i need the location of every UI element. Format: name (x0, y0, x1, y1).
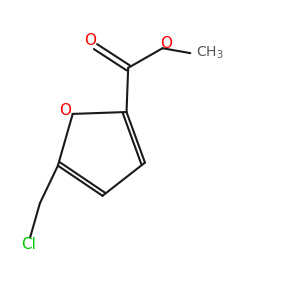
Text: O: O (160, 36, 172, 51)
Text: Cl: Cl (21, 237, 36, 252)
Text: O: O (85, 33, 97, 48)
Text: O: O (59, 103, 71, 118)
Text: CH$_3$: CH$_3$ (196, 44, 224, 61)
